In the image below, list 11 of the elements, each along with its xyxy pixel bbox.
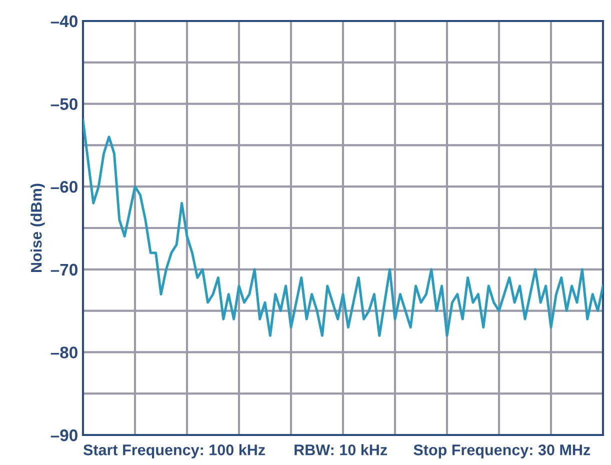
line-series bbox=[83, 119, 603, 337]
y-tick-label: –60 bbox=[50, 181, 78, 193]
text: Stop Frequency: 30 MHz bbox=[414, 444, 590, 458]
y-tick-label: –80 bbox=[50, 346, 78, 358]
text: RBW: 10 kHz bbox=[294, 444, 388, 456]
y-tick-label: –50 bbox=[50, 98, 78, 110]
y-tick-label: –40 bbox=[50, 15, 78, 28]
y-tick-label: –70 bbox=[50, 264, 78, 276]
text: Start Frequency: 100 kHz bbox=[83, 444, 265, 458]
y-tick-label: –90 bbox=[50, 429, 78, 442]
y-axis-title: Noise (dBm) bbox=[30, 184, 45, 272]
